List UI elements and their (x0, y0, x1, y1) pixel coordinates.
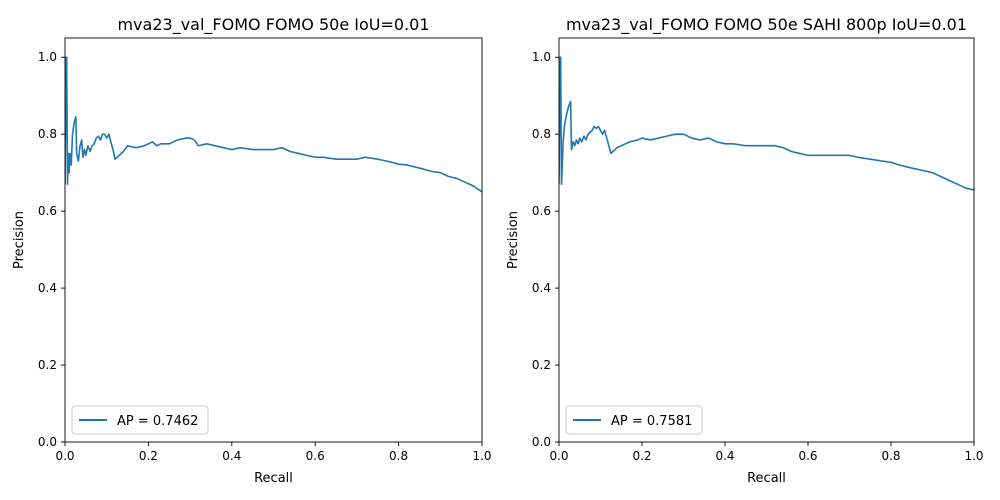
series-line-0 (559, 56, 974, 191)
x-tick-label: 0.0 (55, 449, 74, 463)
legend-label: AP = 0.7581 (611, 414, 692, 429)
y-tick-label: 0.0 (532, 435, 551, 449)
x-axis-label: Recall (254, 471, 293, 486)
chart-title: mva23_val_FOMO FOMO 50e SAHI 800p IoU=0.… (566, 15, 967, 35)
chart-panel-right: mva23_val_FOMO FOMO 50e SAHI 800p IoU=0.… (506, 15, 984, 486)
x-tick-label: 1.0 (964, 449, 983, 463)
y-tick-label: 1.0 (38, 50, 57, 64)
legend: AP = 0.7581 (565, 405, 703, 435)
x-tick-label: 0.4 (222, 449, 241, 463)
x-tick-label: 0.2 (632, 449, 651, 463)
axes-frame (558, 37, 975, 443)
series-layer (559, 56, 974, 191)
x-axis-label: Recall (747, 471, 786, 486)
legend-box (71, 405, 209, 435)
axes-layer: 0.0 0.2 0.4 0.6 0.8 1.0 0.0 0.2 0.4 0.6 0.8 1.0 (532, 37, 984, 463)
y-tick-label: 0.8 (532, 127, 551, 141)
chart-panel-left: mva23_val_FOMO FOMO 50e IoU=0.01 0.0 0.2 0… (12, 15, 492, 486)
y-axis-label: Precision (12, 211, 27, 269)
axes-layer: 0.0 0.2 0.4 0.6 0.8 1.0 0.0 0.2 0.4 0.6 0.8 1.0 (38, 37, 492, 463)
x-tick-label: 1.0 (472, 449, 491, 463)
y-tick-label: 0.6 (532, 204, 551, 218)
y-tick-label: 0.4 (532, 281, 551, 295)
y-tick-label: 0.2 (532, 358, 551, 372)
y-axis-label: Precision (506, 211, 521, 269)
axes-frame (64, 37, 483, 443)
legend: AP = 0.7462 (71, 405, 209, 435)
x-tick-label: 0.6 (306, 449, 325, 463)
series-layer (65, 56, 482, 193)
y-tick-label: 0.8 (38, 127, 57, 141)
y-tick-label: 0.4 (38, 281, 57, 295)
y-tick-label: 0.0 (38, 435, 57, 449)
legend-box (565, 405, 703, 435)
y-tick-label: 0.6 (38, 204, 57, 218)
chart-title: mva23_val_FOMO FOMO 50e IoU=0.01 (117, 15, 429, 35)
x-tick-label: 0.2 (139, 449, 158, 463)
y-tick-label: 1.0 (532, 50, 551, 64)
series-line-0 (65, 56, 482, 193)
x-tick-label: 0.4 (715, 449, 734, 463)
y-tick-label: 0.2 (38, 358, 57, 372)
x-tick-label: 0.0 (549, 449, 568, 463)
legend-label: AP = 0.7462 (117, 414, 198, 429)
x-tick-label: 0.8 (389, 449, 408, 463)
x-tick-label: 0.6 (798, 449, 817, 463)
x-tick-label: 0.8 (881, 449, 900, 463)
